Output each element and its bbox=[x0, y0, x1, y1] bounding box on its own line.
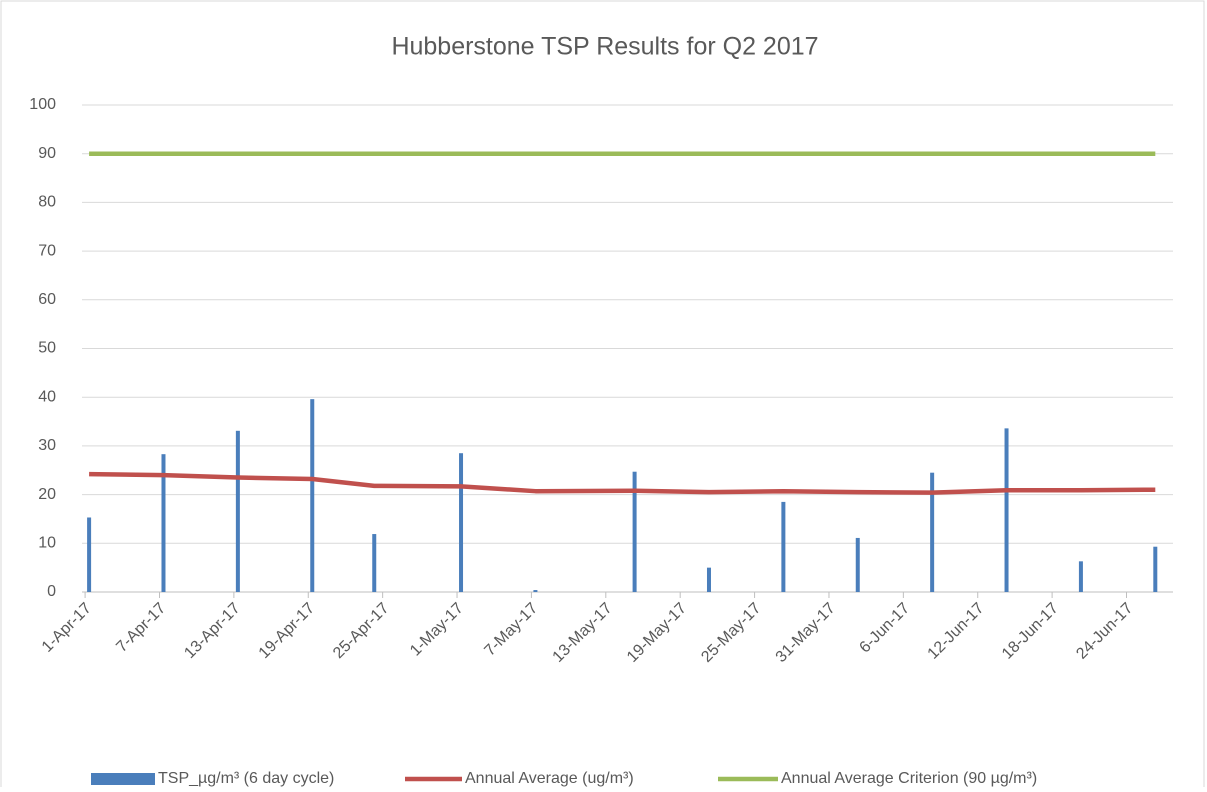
bar bbox=[855, 537, 860, 592]
y-tick-label: 10 bbox=[38, 535, 56, 552]
y-tick-label: 40 bbox=[38, 388, 56, 405]
bar bbox=[87, 517, 92, 592]
legend-swatch bbox=[91, 773, 155, 785]
legend-label: TSP_µg/m³ (6 day cycle) bbox=[158, 770, 334, 787]
y-tick-label: 0 bbox=[47, 583, 56, 600]
bar bbox=[706, 567, 711, 592]
bar bbox=[1078, 561, 1083, 592]
bar bbox=[459, 453, 464, 592]
y-tick-label: 50 bbox=[38, 340, 56, 357]
bar bbox=[533, 590, 538, 592]
bar bbox=[310, 399, 315, 592]
y-tick-label: 30 bbox=[38, 437, 56, 454]
y-tick-label: 20 bbox=[38, 486, 56, 503]
y-tick-label: 90 bbox=[38, 145, 56, 162]
bar bbox=[161, 454, 166, 592]
y-tick-label: 60 bbox=[38, 291, 56, 308]
y-tick-label: 70 bbox=[38, 242, 56, 259]
legend-label: Annual Average (ug/m³) bbox=[465, 770, 634, 787]
bar bbox=[781, 501, 786, 592]
y-tick-label: 80 bbox=[38, 194, 56, 211]
bar bbox=[1004, 428, 1009, 592]
legend-label: Annual Average Criterion (90 µg/m³) bbox=[781, 770, 1037, 787]
bar bbox=[372, 534, 377, 592]
line bbox=[89, 471, 1156, 495]
bar bbox=[632, 471, 637, 592]
bar bbox=[930, 472, 935, 592]
y-tick-label: 100 bbox=[29, 96, 56, 113]
bar bbox=[235, 430, 240, 592]
chart-title: Hubberstone TSP Results for Q2 2017 bbox=[391, 33, 818, 61]
bar bbox=[1153, 546, 1158, 592]
